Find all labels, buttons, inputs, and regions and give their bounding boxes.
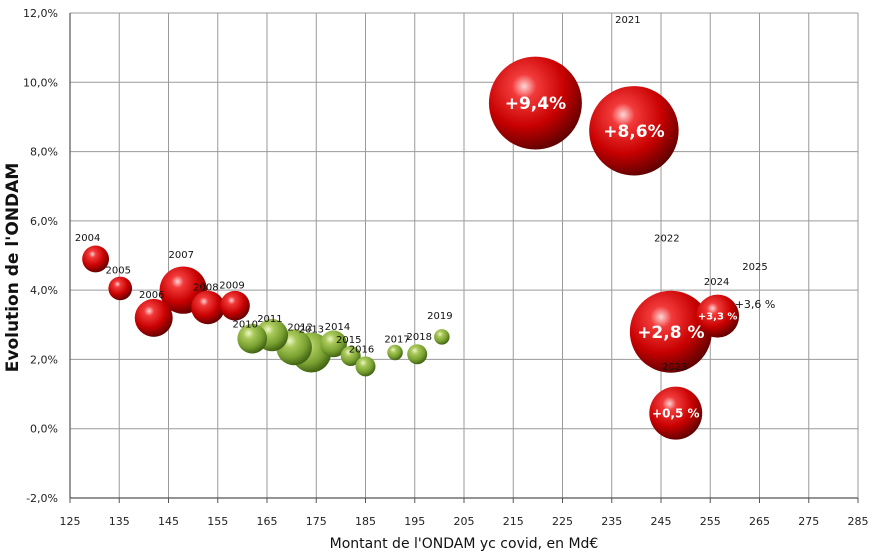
x-tick-label: 255 (700, 515, 721, 528)
x-tick-label: 175 (306, 515, 327, 528)
value-label-2022: +2,8 % (637, 323, 704, 343)
bubble-2004 (82, 245, 110, 273)
year-label-2024: 2024 (704, 277, 729, 288)
x-tick-label: 135 (109, 515, 130, 528)
tick-labels: 125 135 145 155 165 175 185 195 205 215 225 235 245 2… (23, 7, 868, 528)
x-tick-label: 285 (848, 515, 869, 528)
value-label-2024: +3,3 % (698, 312, 738, 323)
year-label-2025: 2025 (742, 262, 767, 273)
x-tick-label: 145 (158, 515, 179, 528)
year-label-2022: 2022 (654, 234, 679, 245)
y-tick-label: 0,0% (30, 423, 58, 436)
bubble-2006 (134, 298, 173, 337)
year-label-2012: 2012 (287, 322, 312, 333)
bubble-2016 (355, 356, 376, 377)
bubble-2009 (220, 290, 250, 321)
y-tick-label: 6,0% (30, 215, 58, 228)
year-label-2015: 2015 (336, 335, 361, 346)
x-tick-label: 205 (454, 515, 475, 528)
bubble-2017 (387, 344, 403, 361)
x-axis-title: Montant de l'ONDAM yc covid, en Md€ (330, 536, 599, 552)
bubble-2010 (237, 323, 268, 354)
y-tick-label: 2,0% (30, 353, 58, 366)
value-label-2020: +9,4% (505, 94, 566, 114)
year-label-2005: 2005 (106, 265, 131, 276)
year-label-2018: 2018 (406, 332, 431, 343)
bubble-2008 (191, 290, 225, 325)
value-label-2021: +8,6% (603, 122, 664, 142)
year-label-2011: 2011 (257, 314, 282, 325)
year-label-2007: 2007 (169, 250, 194, 261)
year-label-2009: 2009 (219, 281, 244, 292)
y-axis-title: Evolution de l'ONDAM (3, 163, 23, 372)
bubble-2018 (407, 344, 428, 365)
bubble-2024 (696, 294, 740, 338)
bubble-2021 (589, 86, 679, 176)
x-tick-label: 235 (601, 515, 622, 528)
year-label-2004: 2004 (75, 233, 100, 244)
x-tick-label: 185 (355, 515, 376, 528)
value-label-2023: +0,5 % (652, 406, 700, 420)
bubble-2005 (108, 276, 133, 301)
year-label-2013: 2013 (299, 325, 324, 336)
x-tick-label: 275 (798, 515, 819, 528)
year-label-2023: 2023 (662, 362, 687, 373)
x-tick-label: 215 (503, 515, 524, 528)
x-tick-label: 225 (552, 515, 573, 528)
bubble-2019 (434, 329, 450, 345)
bubble-2015 (340, 345, 361, 366)
y-tick-label: 4,0% (30, 284, 58, 297)
y-tick-label: 8,0% (30, 146, 58, 159)
bubble-2022 (629, 290, 712, 373)
bubbles (82, 56, 740, 440)
bubble-2023 (649, 386, 703, 440)
year-label-2019: 2019 (427, 311, 452, 322)
value-label-2025: +3,6 % (735, 298, 776, 311)
year-label-2006: 2006 (139, 290, 164, 301)
y-tick-label: -2,0% (26, 492, 58, 505)
year-label-2017: 2017 (384, 335, 409, 346)
x-tick-label: 155 (207, 515, 228, 528)
year-label-2010: 2010 (232, 320, 257, 331)
year-label-2008: 2008 (193, 282, 218, 293)
x-tick-label: 195 (404, 515, 425, 528)
bubble-2014 (320, 330, 347, 358)
y-tick-label: 10,0% (23, 76, 58, 89)
x-tick-label: 165 (257, 515, 278, 528)
year-label-2021: 2021 (615, 15, 640, 26)
year-label-2016: 2016 (349, 344, 374, 355)
y-tick-label: 12,0% (23, 7, 58, 20)
x-tick-label: 245 (651, 515, 672, 528)
year-label-2014: 2014 (325, 322, 350, 333)
x-tick-label: 125 (60, 515, 81, 528)
bubble-2020 (488, 56, 582, 150)
x-tick-label: 265 (749, 515, 770, 528)
